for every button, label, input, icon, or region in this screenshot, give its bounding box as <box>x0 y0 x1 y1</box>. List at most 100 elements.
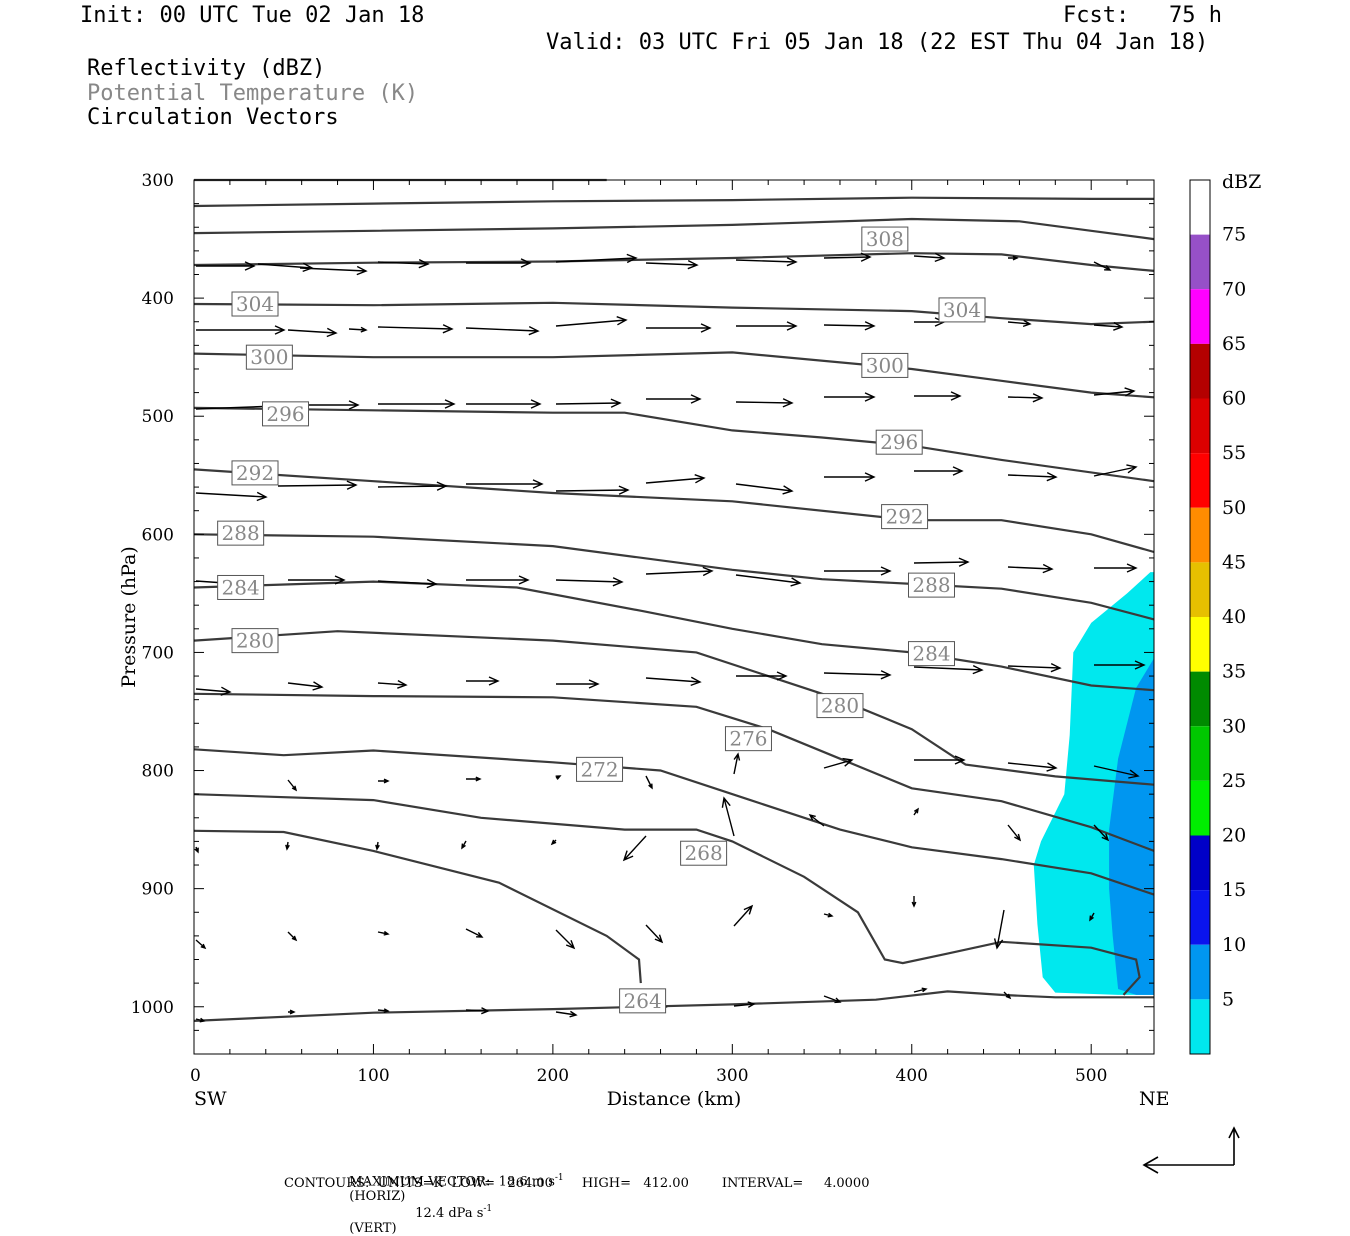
vector-arrow <box>733 904 754 927</box>
vector-arrow <box>465 325 540 336</box>
colorbar-band <box>1190 835 1210 891</box>
reference-vector-icon <box>1142 1126 1240 1174</box>
y-tick-label: 400 <box>142 289 174 309</box>
axis-tick-labels: 0 100 200 300 400 500 300 400 500 600 700 800 900 100… <box>131 171 1108 1086</box>
vector-arrow <box>646 394 702 404</box>
vector-arrow <box>1007 662 1062 673</box>
colorbar-tick-label: 70 <box>1222 278 1246 300</box>
isentrope-line <box>193 533 1155 621</box>
contour-label: 292 <box>885 505 923 529</box>
max-vector-vert-exponent: -1 <box>483 1204 493 1215</box>
x-tick-label: 500 <box>1075 1066 1107 1086</box>
vector-arrow <box>550 839 557 846</box>
field-reflectivity: Reflectivity (dBZ) <box>87 56 326 81</box>
vector-arrow <box>196 261 256 271</box>
vector-arrow <box>555 1010 578 1018</box>
vector-arrow <box>823 321 876 331</box>
contour-label: 276 <box>729 727 767 751</box>
contour-label: 304 <box>236 292 274 316</box>
colorbar-band <box>1190 944 1210 1000</box>
contour-label-box <box>262 401 310 427</box>
vector-arrow <box>287 931 298 942</box>
vector-arrow <box>288 575 346 585</box>
x-axis-label: Distance (km) <box>607 1088 742 1110</box>
vector-arrow <box>913 664 984 675</box>
vector-arrow <box>823 757 854 769</box>
isentrope-line <box>193 406 1155 483</box>
vector-arrow <box>555 577 624 587</box>
vector-arrow <box>277 480 358 490</box>
vector-arrow <box>1093 464 1138 477</box>
isentrope-line <box>193 580 1155 692</box>
vector-arrow <box>823 252 872 262</box>
vector-arrow <box>721 796 735 837</box>
x-right-end-label: NE <box>1139 1088 1170 1110</box>
y-tick-label: 300 <box>142 171 174 191</box>
colorbar-band <box>1190 289 1210 344</box>
isentrope-line <box>193 301 1155 326</box>
vector-arrow <box>288 1009 296 1015</box>
vector-arrow <box>1093 765 1140 779</box>
field-potential-temperature: Potential Temperature (K) <box>87 81 419 106</box>
isentrope-line <box>193 630 1155 786</box>
vector-arrow <box>914 755 966 765</box>
isentrope-line <box>193 468 1155 554</box>
vector-arrow <box>645 259 699 270</box>
y-tick-label: 500 <box>142 407 174 427</box>
vector-arrow <box>1093 321 1124 331</box>
contour-label: 296 <box>880 430 918 454</box>
colorbar-band <box>1190 343 1210 399</box>
max-vector-exponent: -1 <box>554 1173 564 1183</box>
contour-label: 280 <box>821 694 859 718</box>
vector-arrow <box>466 676 500 686</box>
isentrope-line <box>193 252 1155 272</box>
vector-arrow <box>1093 387 1136 397</box>
contour-label: 268 <box>685 841 723 865</box>
vector-arrow <box>1007 319 1032 328</box>
reflectivity-10dbz-area <box>1109 658 1154 995</box>
colorbar-band <box>1190 726 1210 781</box>
contour-label: 296 <box>266 402 304 426</box>
contour-label-box <box>576 756 624 782</box>
vector-arrow <box>913 987 928 993</box>
colorbar-tick-label: 10 <box>1222 934 1246 956</box>
vector-arrow <box>378 399 456 409</box>
contour-label-box <box>217 574 265 600</box>
reflectivity-fill <box>1033 572 1154 995</box>
vector-arrow <box>1003 991 1012 1000</box>
x-tick-label: 0 <box>190 1066 201 1086</box>
vector-arrow <box>645 566 714 577</box>
vector-arrow <box>555 398 622 408</box>
vector-arrow <box>646 323 712 333</box>
vector-arrow <box>348 326 368 333</box>
vector-arrow <box>461 840 467 850</box>
colorbar-band <box>1190 398 1210 454</box>
x-tick-label: 300 <box>716 1066 748 1086</box>
max-vector-text: MAXIMUM VECTOR: 18.6 m s <box>349 1174 555 1190</box>
vector-arrow <box>736 671 788 681</box>
colorbar-band <box>1190 234 1210 290</box>
isentrope-line <box>193 217 1155 241</box>
colorbar-band <box>1190 453 1210 508</box>
isentrope-line <box>193 990 1154 1022</box>
vector-arrow <box>287 779 298 792</box>
vector-arrow <box>1093 824 1110 842</box>
contour-label: 284 <box>222 575 260 599</box>
contour-label-box <box>938 297 986 323</box>
vector-arrow <box>196 325 286 335</box>
vector-arrow <box>466 258 532 268</box>
colorbar-band <box>1190 999 1210 1054</box>
vector-arrow <box>285 841 290 851</box>
contour-label: 284 <box>912 642 950 666</box>
vector-arrow <box>377 679 408 689</box>
contour-label: 300 <box>866 353 904 377</box>
potential-temperature-contours <box>193 178 1155 1022</box>
colorbar-band <box>1190 671 1210 727</box>
max-vector-vert: 12.4 dPa s <box>415 1205 484 1221</box>
vector-arrow <box>555 316 628 327</box>
max-vector-footer: MAXIMUM VECTOR: 18.6 m s-1 (HORIZ) 12.4 … <box>341 1158 564 1236</box>
vector-arrow <box>913 557 970 567</box>
vector-arrow <box>555 775 562 780</box>
y-tick-label: 1000 <box>131 998 174 1018</box>
isentrope-line <box>193 748 1155 896</box>
